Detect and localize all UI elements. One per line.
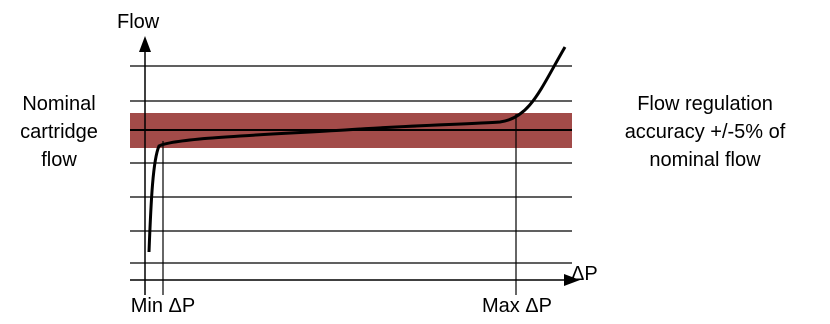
min-dp-label: Min ΔP: [131, 295, 195, 317]
accuracy-label-line3: nominal flow: [649, 149, 761, 171]
nominal-flow-label-line2: cartridge: [20, 121, 98, 143]
accuracy-label-line1: Flow regulation: [637, 93, 773, 115]
max-dp-label: Max ΔP: [482, 295, 552, 317]
x-axis-label: ΔP: [571, 263, 598, 285]
y-axis-arrow-icon: [139, 36, 151, 52]
flow-curve: [147, 46, 567, 253]
x-axis-arrow-icon: [564, 274, 580, 286]
nominal-flow-label-line3: flow: [41, 149, 77, 171]
nominal-flow-label-line1: Nominal: [22, 93, 95, 115]
accuracy-label-line2: accuracy +/-5% of: [625, 121, 786, 143]
grid-lines: [130, 65, 572, 264]
y-axis-label: Flow: [117, 11, 160, 33]
